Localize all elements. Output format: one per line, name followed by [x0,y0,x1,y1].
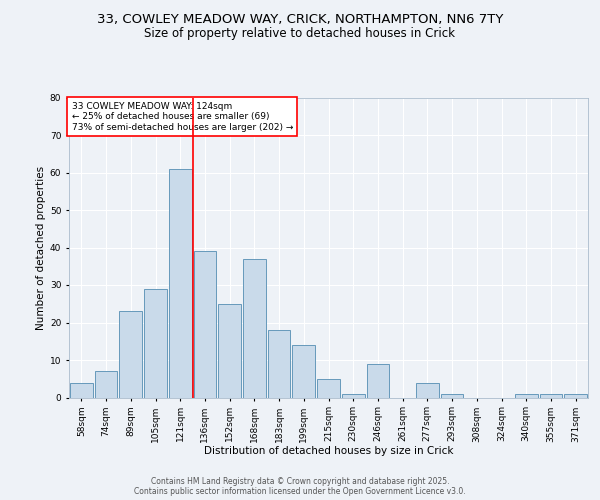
Bar [218,304,241,398]
Bar [243,259,266,398]
Bar [564,394,587,398]
Bar [95,371,118,398]
Text: Size of property relative to detached houses in Crick: Size of property relative to detached ho… [145,28,455,40]
Bar [367,364,389,398]
Bar [342,394,365,398]
Bar [268,330,290,398]
Text: 33 COWLEY MEADOW WAY: 124sqm
← 25% of detached houses are smaller (69)
73% of se: 33 COWLEY MEADOW WAY: 124sqm ← 25% of de… [71,102,293,132]
Bar [515,394,538,398]
Bar [317,379,340,398]
Bar [416,382,439,398]
Text: Contains HM Land Registry data © Crown copyright and database right 2025.
Contai: Contains HM Land Registry data © Crown c… [134,476,466,496]
Bar [119,311,142,398]
Bar [169,169,191,398]
Text: 33, COWLEY MEADOW WAY, CRICK, NORTHAMPTON, NN6 7TY: 33, COWLEY MEADOW WAY, CRICK, NORTHAMPTO… [97,12,503,26]
Bar [292,345,315,398]
Bar [144,289,167,398]
Bar [441,394,463,398]
Bar [539,394,562,398]
Y-axis label: Number of detached properties: Number of detached properties [35,166,46,330]
Bar [70,382,93,398]
Bar [194,252,216,398]
X-axis label: Distribution of detached houses by size in Crick: Distribution of detached houses by size … [204,446,453,456]
